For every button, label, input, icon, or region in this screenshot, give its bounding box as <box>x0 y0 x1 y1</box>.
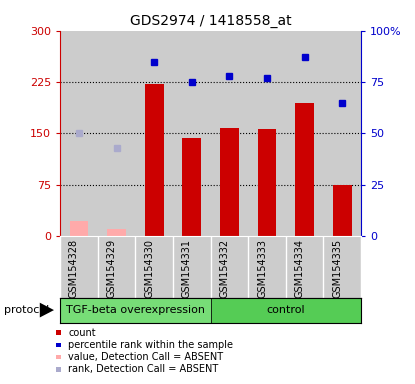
Text: count: count <box>68 328 96 338</box>
Title: GDS2974 / 1418558_at: GDS2974 / 1418558_at <box>130 14 291 28</box>
Text: value, Detection Call = ABSENT: value, Detection Call = ABSENT <box>68 352 224 362</box>
Text: GSM154334: GSM154334 <box>295 239 305 298</box>
Polygon shape <box>40 303 54 318</box>
Bar <box>183 138 201 236</box>
Bar <box>333 185 352 236</box>
Text: protocol: protocol <box>4 305 49 315</box>
Bar <box>145 84 164 236</box>
Bar <box>60 298 211 323</box>
Bar <box>70 221 88 236</box>
Text: GSM154333: GSM154333 <box>257 239 267 298</box>
Text: rank, Detection Call = ABSENT: rank, Detection Call = ABSENT <box>68 364 219 374</box>
Text: GSM154328: GSM154328 <box>69 239 79 298</box>
Text: TGF-beta overexpression: TGF-beta overexpression <box>66 305 205 315</box>
Text: GSM154329: GSM154329 <box>107 239 117 298</box>
Bar <box>258 129 276 236</box>
Text: GSM154330: GSM154330 <box>144 239 154 298</box>
Text: control: control <box>266 305 305 315</box>
Text: percentile rank within the sample: percentile rank within the sample <box>68 340 234 350</box>
Text: GSM154335: GSM154335 <box>332 239 342 298</box>
Bar <box>211 298 361 323</box>
Text: GSM154332: GSM154332 <box>220 239 229 298</box>
Text: GSM154331: GSM154331 <box>182 239 192 298</box>
Bar <box>220 128 239 236</box>
Bar <box>107 229 126 236</box>
Bar <box>295 103 314 236</box>
